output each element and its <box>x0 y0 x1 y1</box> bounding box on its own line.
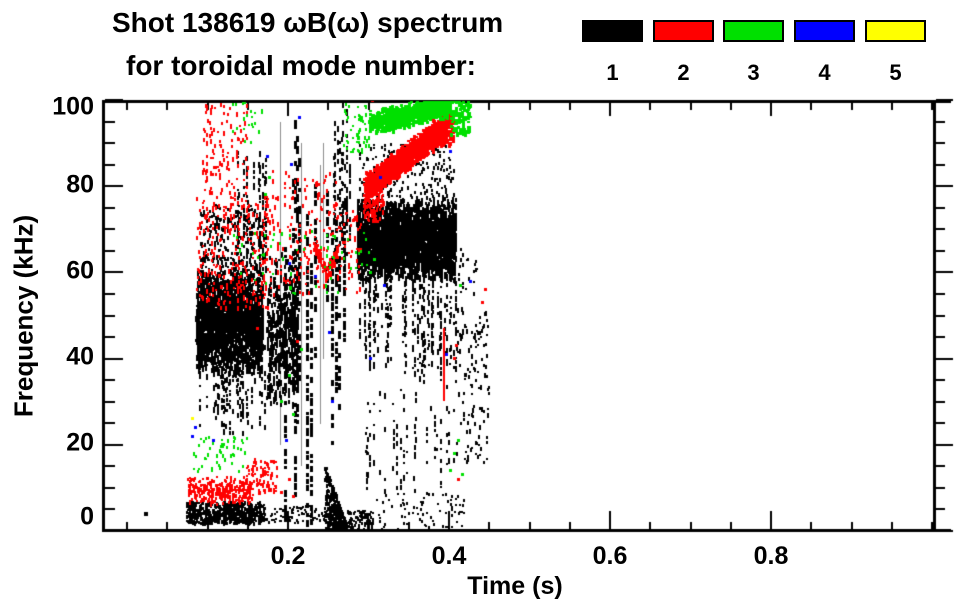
legend-label-n3: 3 <box>747 60 760 85</box>
x-tick-label-0.2: 0.2 <box>270 542 306 570</box>
y-tick-label-80: 80 <box>66 170 94 199</box>
legend-swatch-n1 <box>582 20 643 42</box>
y-tick-label-20: 20 <box>66 428 94 457</box>
x-tick-label-0.6: 0.6 <box>592 542 628 570</box>
y-tick-label-40: 40 <box>66 342 94 371</box>
legend-label-n1: 1 <box>606 60 619 85</box>
legend-label-n5: 5 <box>889 60 902 85</box>
x-tick-label-0.4: 0.4 <box>431 542 467 570</box>
legend-label-n4: 4 <box>818 60 831 85</box>
y-tick-label-60: 60 <box>66 256 94 285</box>
x-axis-title: Time (s) <box>467 572 563 600</box>
chart-title: Shot 138619 ωB(ω) spectrum <box>112 7 504 38</box>
y-tick-label-0: 0 <box>80 502 94 531</box>
legend-swatch-n2 <box>653 20 714 42</box>
legend-label-n2: 2 <box>677 60 690 85</box>
legend-swatch-n4 <box>794 20 855 42</box>
legend-swatch-n5 <box>865 20 926 42</box>
x-tick-label-0.8: 0.8 <box>753 542 789 570</box>
chart-subtitle: for toroidal mode number: <box>126 50 476 81</box>
legend-swatch-n3 <box>723 20 784 42</box>
y-axis-title: Frequency (kHz) <box>8 214 39 418</box>
y-tick-label-100: 100 <box>52 92 94 121</box>
